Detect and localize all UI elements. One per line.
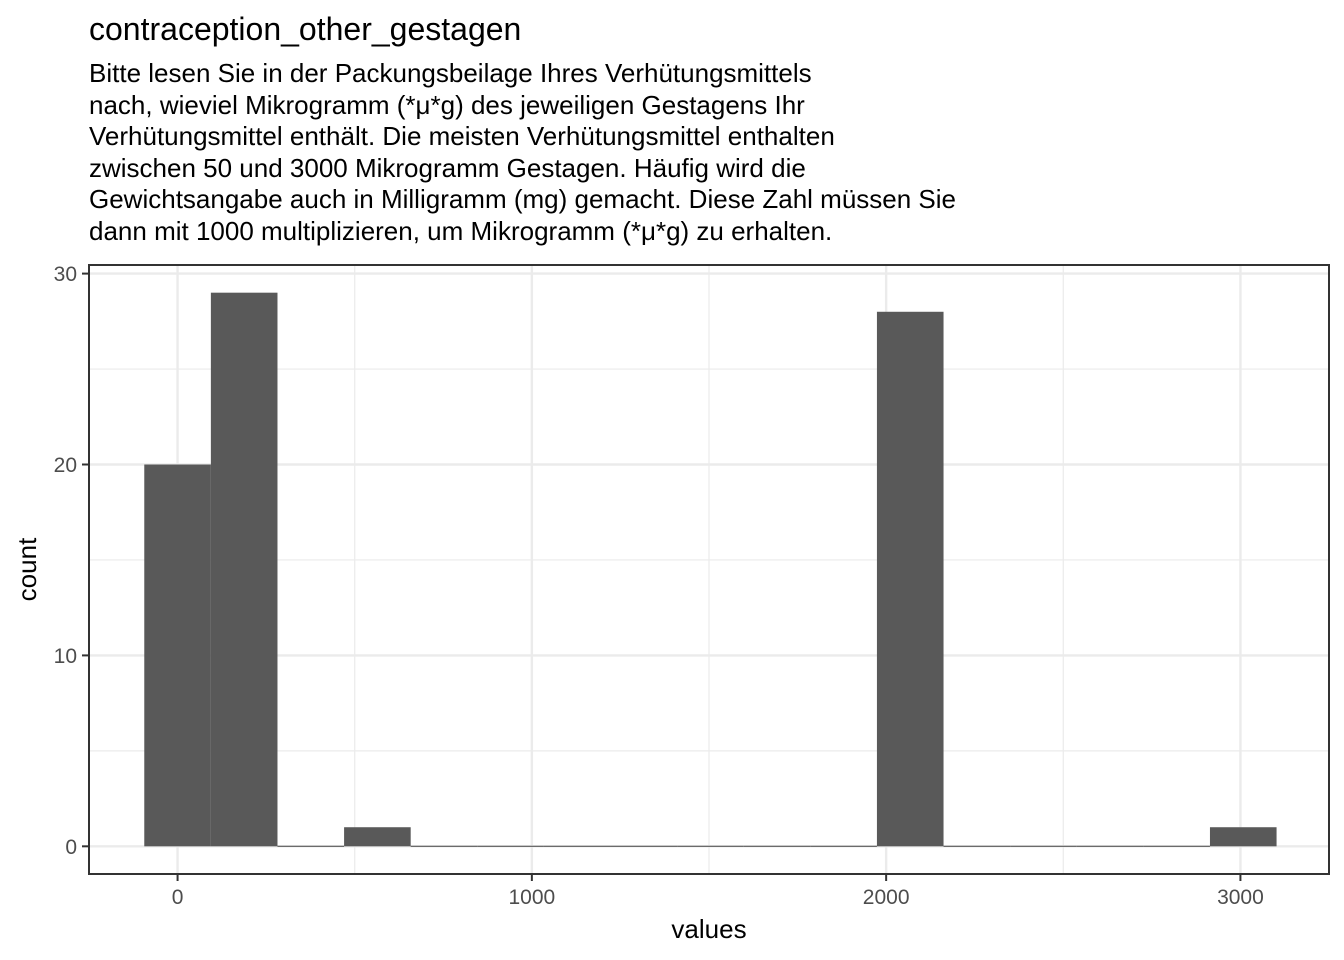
x-axis-title: values bbox=[671, 914, 746, 944]
y-axis-ticks: 0 10 20 30 bbox=[54, 263, 89, 859]
subtitle-line: zwischen 50 und 3000 Mikrogramm Gestagen… bbox=[89, 152, 806, 183]
y-tick-label: 10 bbox=[54, 645, 77, 668]
subtitle-line: Gewichtsangabe auch in Milligramm (mg) g… bbox=[89, 184, 957, 215]
chart-subtitle: Bitte lesen Sie in der Packungsbeilage I… bbox=[89, 58, 1289, 248]
chart-title: contraception_other_gestagen bbox=[89, 11, 522, 47]
x-axis-ticks: 0 1000 2000 3000 bbox=[172, 874, 1264, 909]
histogram-bar bbox=[876, 311, 944, 847]
subtitle-line: Verhütungsmittel enthält. Die meisten Ve… bbox=[89, 121, 835, 152]
y-tick-label: 0 bbox=[65, 836, 77, 859]
panel-border bbox=[88, 264, 1330, 875]
histogram-bars bbox=[144, 292, 1277, 847]
x-tick-label: 2000 bbox=[863, 886, 910, 909]
y-axis-title: count bbox=[12, 537, 42, 601]
histogram-bar bbox=[210, 292, 278, 847]
y-tick-label: 20 bbox=[54, 454, 77, 477]
histogram-bar bbox=[1209, 827, 1277, 847]
histogram-bar bbox=[344, 827, 411, 847]
subtitle-line: Bitte lesen Sie in der Packungsbeilage I… bbox=[89, 58, 812, 88]
x-tick-label: 1000 bbox=[508, 886, 555, 909]
histogram-bar bbox=[144, 464, 211, 847]
x-tick-label: 3000 bbox=[1217, 886, 1264, 909]
x-tick-label: 0 bbox=[172, 886, 184, 909]
minor-gridlines bbox=[89, 265, 1329, 874]
subtitle-line: nach, wieviel Mikrogramm (*μ*g) des jewe… bbox=[89, 89, 805, 120]
subtitle-line: dann mit 1000 multiplizieren, um Mikrogr… bbox=[89, 215, 833, 246]
y-tick-label: 30 bbox=[54, 263, 77, 286]
